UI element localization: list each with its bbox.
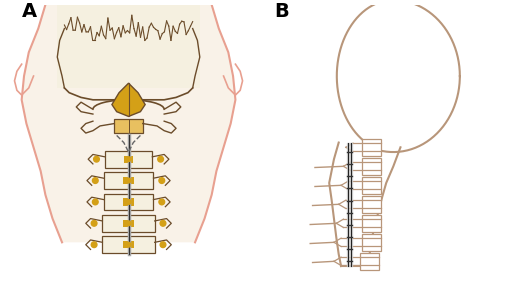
Circle shape xyxy=(92,199,98,205)
Polygon shape xyxy=(114,119,143,133)
Polygon shape xyxy=(362,196,381,213)
Polygon shape xyxy=(123,220,134,227)
Polygon shape xyxy=(102,215,154,232)
Circle shape xyxy=(159,178,164,183)
Polygon shape xyxy=(362,177,381,194)
Polygon shape xyxy=(111,83,145,116)
Circle shape xyxy=(126,178,131,183)
Circle shape xyxy=(160,242,165,248)
Polygon shape xyxy=(362,215,381,232)
Circle shape xyxy=(160,220,165,226)
Polygon shape xyxy=(124,156,133,163)
Circle shape xyxy=(94,156,99,162)
Circle shape xyxy=(157,156,163,162)
Polygon shape xyxy=(103,194,153,210)
Polygon shape xyxy=(362,139,381,156)
Circle shape xyxy=(126,200,131,204)
Circle shape xyxy=(91,242,97,248)
Circle shape xyxy=(126,242,131,247)
Polygon shape xyxy=(123,241,134,248)
Polygon shape xyxy=(362,158,381,175)
Polygon shape xyxy=(362,234,381,251)
Circle shape xyxy=(92,178,98,183)
Polygon shape xyxy=(123,177,133,184)
Text: B: B xyxy=(274,2,289,21)
Polygon shape xyxy=(104,151,152,168)
Polygon shape xyxy=(359,253,378,270)
Circle shape xyxy=(126,157,131,162)
Polygon shape xyxy=(123,198,133,206)
Polygon shape xyxy=(57,5,200,88)
Text: A: A xyxy=(21,2,37,21)
Circle shape xyxy=(91,220,97,226)
Polygon shape xyxy=(103,172,153,189)
Polygon shape xyxy=(336,0,459,152)
Polygon shape xyxy=(21,5,235,242)
Polygon shape xyxy=(102,236,154,253)
Circle shape xyxy=(126,221,131,226)
Circle shape xyxy=(159,199,164,205)
